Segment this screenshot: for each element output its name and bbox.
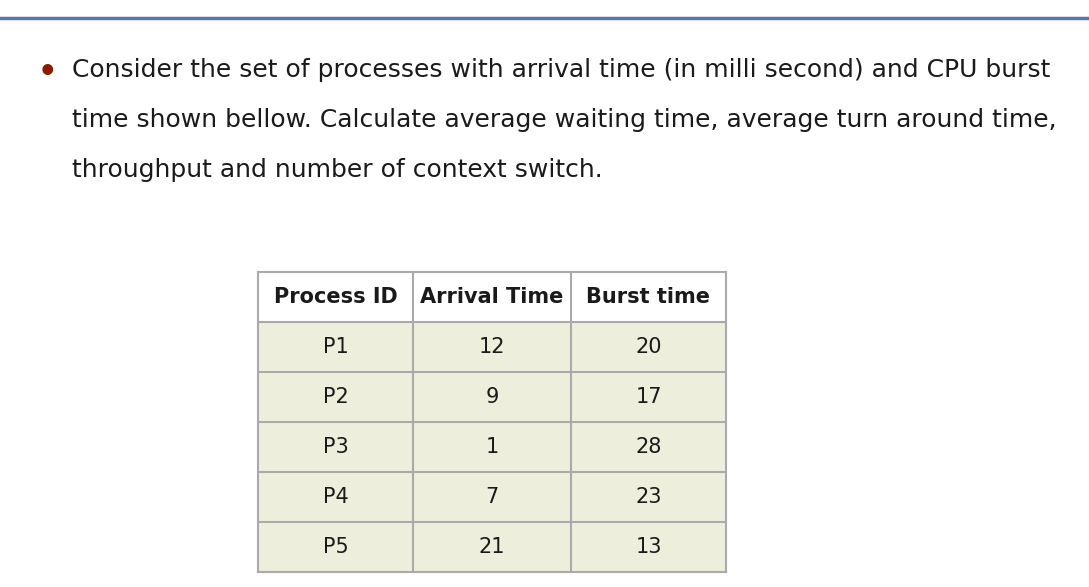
Text: P3: P3 <box>322 437 348 457</box>
Text: 28: 28 <box>635 437 662 457</box>
Text: P4: P4 <box>322 487 348 507</box>
Text: 9: 9 <box>486 387 499 407</box>
Text: 12: 12 <box>479 337 505 357</box>
Text: P1: P1 <box>322 337 348 357</box>
Bar <box>258 322 726 372</box>
Text: Process ID: Process ID <box>273 287 397 307</box>
Text: •: • <box>38 58 58 87</box>
Text: 21: 21 <box>479 537 505 557</box>
Text: 7: 7 <box>486 487 499 507</box>
Bar <box>258 272 726 322</box>
Text: Burst time: Burst time <box>587 287 710 307</box>
Bar <box>258 422 726 472</box>
Text: 17: 17 <box>635 387 662 407</box>
Text: P2: P2 <box>322 387 348 407</box>
Text: 1: 1 <box>486 437 499 457</box>
Text: 20: 20 <box>635 337 662 357</box>
Text: Consider the set of processes with arrival time (in milli second) and CPU burst: Consider the set of processes with arriv… <box>72 58 1051 82</box>
Text: Arrival Time: Arrival Time <box>420 287 564 307</box>
Text: 23: 23 <box>635 487 662 507</box>
Text: time shown bellow. Calculate average waiting time, average turn around time,: time shown bellow. Calculate average wai… <box>72 108 1056 132</box>
Bar <box>258 522 726 572</box>
Bar <box>258 472 726 522</box>
Text: 13: 13 <box>635 537 662 557</box>
Text: P5: P5 <box>322 537 348 557</box>
Bar <box>258 372 726 422</box>
Text: throughput and number of context switch.: throughput and number of context switch. <box>72 158 602 182</box>
